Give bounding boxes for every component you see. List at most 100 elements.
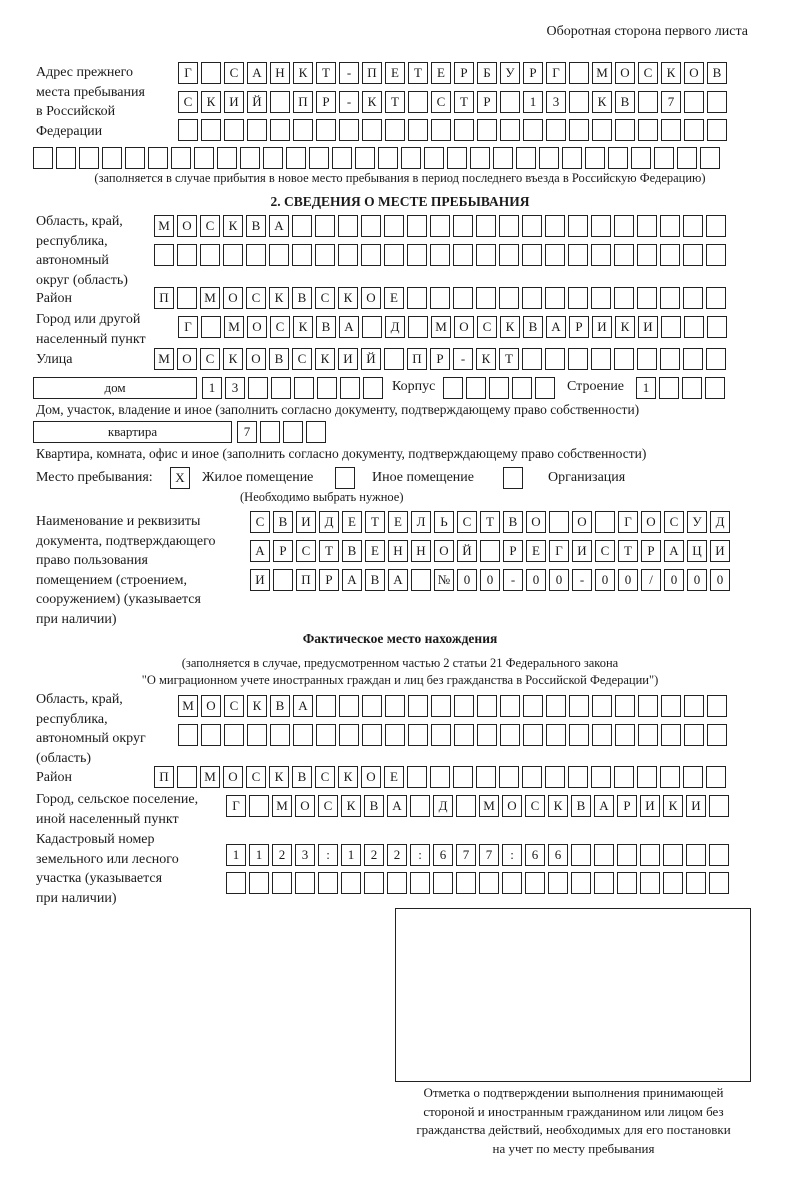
letter-cell[interactable] [499, 287, 519, 309]
letter-cell[interactable]: О [502, 795, 522, 817]
letter-cell[interactable]: К [223, 215, 243, 237]
prev-address-row-3[interactable] [178, 119, 730, 141]
letter-cell[interactable] [270, 119, 290, 141]
letter-cell[interactable]: Т [480, 511, 500, 533]
letter-cell[interactable]: Т [499, 348, 519, 370]
letter-cell[interactable] [591, 348, 611, 370]
letter-cell[interactable]: К [293, 62, 313, 84]
letter-cell[interactable] [683, 244, 703, 266]
letter-cell[interactable] [707, 119, 727, 141]
letter-cell[interactable] [294, 377, 314, 399]
letter-cell[interactable]: 3 [225, 377, 245, 399]
letter-cell[interactable] [480, 540, 500, 562]
letter-cell[interactable] [569, 91, 589, 113]
letter-cell[interactable] [638, 695, 658, 717]
letter-cell[interactable] [571, 872, 591, 894]
letter-cell[interactable] [477, 119, 497, 141]
letter-cell[interactable]: К [615, 316, 635, 338]
letter-cell[interactable] [384, 244, 404, 266]
letter-cell[interactable] [707, 316, 727, 338]
letter-cell[interactable] [638, 91, 658, 113]
letter-cell[interactable] [700, 147, 720, 169]
letter-cell[interactable] [431, 695, 451, 717]
letter-cell[interactable]: В [292, 287, 312, 309]
letter-cell[interactable] [355, 147, 375, 169]
letter-cell[interactable] [269, 244, 289, 266]
letter-cell[interactable] [615, 695, 635, 717]
letter-cell[interactable]: : [502, 844, 522, 866]
letter-cell[interactable] [430, 244, 450, 266]
letter-cell[interactable] [273, 569, 293, 591]
letter-cell[interactable] [263, 147, 283, 169]
letter-cell[interactable] [706, 244, 726, 266]
prev-address-row-4[interactable] [33, 147, 723, 169]
letter-cell[interactable]: Т [365, 511, 385, 533]
letter-cell[interactable] [306, 421, 326, 443]
letter-cell[interactable]: И [638, 316, 658, 338]
letter-cell[interactable]: 1 [341, 844, 361, 866]
letter-cell[interactable] [684, 316, 704, 338]
letter-cell[interactable]: С [431, 91, 451, 113]
letter-cell[interactable]: Р [454, 62, 474, 84]
letter-cell[interactable]: Н [411, 540, 431, 562]
letter-cell[interactable]: Т [316, 62, 336, 84]
letter-cell[interactable]: 7 [237, 421, 257, 443]
letter-cell[interactable]: Д [385, 316, 405, 338]
letter-cell[interactable] [661, 724, 681, 746]
letter-cell[interactable]: Т [319, 540, 339, 562]
letter-cell[interactable] [362, 316, 382, 338]
letter-cell[interactable] [617, 844, 637, 866]
letter-cell[interactable]: 7 [456, 844, 476, 866]
letter-cell[interactable] [663, 872, 683, 894]
letter-cell[interactable]: - [572, 569, 592, 591]
letter-cell[interactable]: - [339, 62, 359, 84]
letter-cell[interactable] [660, 287, 680, 309]
letter-cell[interactable]: О [434, 540, 454, 562]
letter-cell[interactable]: В [707, 62, 727, 84]
letter-cell[interactable]: И [640, 795, 660, 817]
letter-cell[interactable]: С [318, 795, 338, 817]
letter-cell[interactable] [332, 147, 352, 169]
letter-cell[interactable] [364, 872, 384, 894]
letter-cell[interactable]: А [387, 795, 407, 817]
letter-cell[interactable]: П [154, 766, 174, 788]
letter-cell[interactable] [660, 766, 680, 788]
letter-cell[interactable] [705, 377, 725, 399]
letter-cell[interactable] [201, 724, 221, 746]
letter-cell[interactable]: О [361, 766, 381, 788]
letter-cell[interactable]: Н [270, 62, 290, 84]
letter-cell[interactable] [539, 147, 559, 169]
letter-cell[interactable] [102, 147, 122, 169]
letter-cell[interactable] [499, 766, 519, 788]
letter-cell[interactable]: Г [226, 795, 246, 817]
letter-cell[interactable] [522, 348, 542, 370]
letter-cell[interactable]: А [339, 316, 359, 338]
letter-cell[interactable] [362, 724, 382, 746]
letter-cell[interactable]: К [661, 62, 681, 84]
actual-region-row-2[interactable] [178, 724, 730, 746]
letter-cell[interactable] [453, 766, 473, 788]
letter-cell[interactable] [591, 244, 611, 266]
letter-cell[interactable] [707, 91, 727, 113]
letter-cell[interactable] [663, 844, 683, 866]
letter-cell[interactable]: А [546, 316, 566, 338]
doc-row-3[interactable]: И П Р А В А № 0 0-0 0-0 0/0 0 0 [250, 569, 733, 591]
letter-cell[interactable]: О [177, 348, 197, 370]
letter-cell[interactable]: 2 [272, 844, 292, 866]
letter-cell[interactable]: Й [457, 540, 477, 562]
letter-cell[interactable] [33, 147, 53, 169]
letter-cell[interactable] [659, 377, 679, 399]
letter-cell[interactable] [592, 695, 612, 717]
letter-cell[interactable] [476, 215, 496, 237]
letter-cell[interactable]: Т [454, 91, 474, 113]
letter-cell[interactable] [378, 147, 398, 169]
region-row-2[interactable] [154, 244, 729, 266]
letter-cell[interactable] [338, 244, 358, 266]
letter-cell[interactable] [293, 119, 313, 141]
letter-cell[interactable]: В [503, 511, 523, 533]
